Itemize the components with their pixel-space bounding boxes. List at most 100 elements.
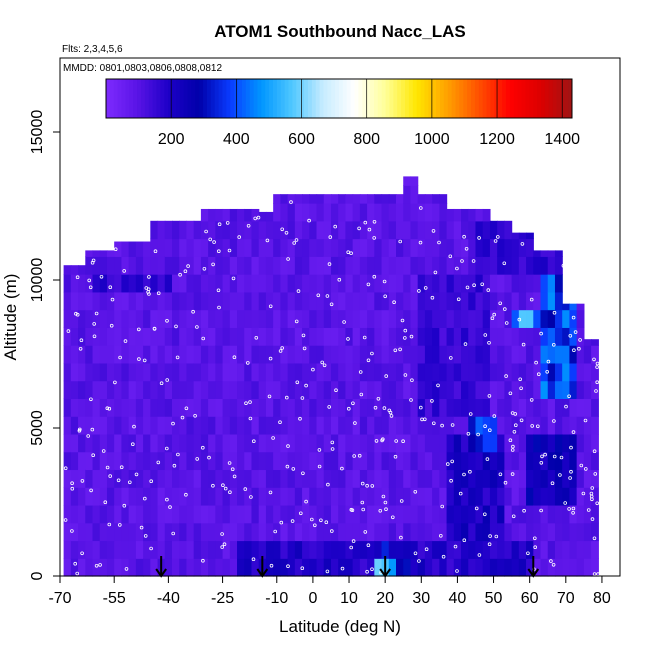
heatmap-cell (135, 291, 144, 311)
heatmap-cell (92, 469, 101, 488)
track-point (543, 452, 547, 457)
track-point (586, 508, 591, 512)
colorbar-swatch (261, 79, 266, 118)
heatmap-cell (121, 540, 130, 559)
heatmap-cell (193, 309, 202, 328)
heatmap-cell (244, 416, 253, 435)
heatmap-cell (186, 416, 195, 435)
heatmap-cell (359, 504, 368, 524)
track-point (186, 264, 190, 268)
heatmap-cell (251, 309, 260, 328)
heatmap-cell (374, 362, 383, 382)
heatmap-cell (323, 203, 332, 222)
track-point (409, 334, 414, 339)
heatmap-cell (439, 256, 448, 275)
heatmap-cell (330, 433, 339, 453)
heatmap-cell (518, 232, 527, 240)
heatmap-cell (526, 504, 534, 524)
track-point (113, 380, 117, 385)
heatmap-cell (591, 433, 599, 453)
track-point (519, 386, 523, 391)
heatmap-cell (576, 362, 585, 382)
x-tick-label: 30 (412, 590, 430, 607)
heatmap-cell (121, 345, 130, 364)
colorbar-swatch (269, 79, 274, 118)
heatmap-cell (179, 487, 188, 506)
heatmap-cell (432, 274, 440, 293)
heatmap-cell (208, 540, 216, 559)
heatmap-cell (135, 327, 144, 346)
track-point (363, 530, 368, 534)
heatmap-cell (200, 362, 209, 382)
heatmap-cell (121, 274, 130, 293)
heatmap-cell (461, 380, 469, 399)
heatmap-cell (497, 433, 505, 453)
track-point (370, 351, 374, 356)
heatmap-cell (367, 362, 375, 382)
heatmap-cell (403, 380, 412, 399)
heatmap-cell (475, 433, 484, 453)
heatmap-cell (287, 345, 296, 364)
track-point (490, 316, 495, 321)
heatmap-cell (186, 362, 195, 382)
track-point (381, 494, 386, 499)
heatmap-cell (504, 362, 513, 382)
heatmap-cell (128, 256, 137, 275)
heatmap-cell (157, 398, 166, 417)
heatmap-cell (208, 487, 216, 506)
colorbar-swatch (172, 79, 177, 118)
heatmap-cell (511, 291, 520, 311)
heatmap-cell (114, 504, 123, 524)
heatmap-cell (359, 451, 368, 471)
heatmap-cell (403, 274, 412, 293)
heatmap-cell (410, 540, 419, 559)
colorbar-swatch (397, 79, 402, 118)
heatmap-cell (591, 487, 599, 506)
heatmap-cell (417, 309, 426, 328)
heatmap-cell (461, 540, 469, 559)
heatmap-cell (316, 309, 325, 328)
heatmap-cell (562, 522, 571, 542)
heatmap-cell (128, 416, 137, 435)
track-point (105, 406, 110, 411)
track-point (165, 318, 169, 323)
track-point (353, 421, 357, 425)
heatmap-cell (453, 451, 462, 471)
heatmap-cell (547, 469, 556, 488)
heatmap-cell (489, 540, 498, 559)
heatmap-cell (280, 451, 289, 471)
heatmap-cell (309, 522, 318, 542)
heatmap-cell (562, 451, 571, 471)
heatmap-cell (302, 256, 310, 275)
track-point (175, 355, 180, 360)
heatmap-cell (244, 291, 253, 311)
track-point (119, 465, 124, 470)
heatmap-cell (215, 238, 224, 257)
heatmap-cell (63, 274, 72, 293)
heatmap-cell (374, 398, 383, 417)
heatmap-cell (164, 220, 173, 240)
heatmap-cell (330, 362, 339, 382)
heatmap-cell (453, 256, 462, 275)
track-point (471, 259, 476, 263)
heatmap-cell (143, 327, 151, 346)
heatmap-cell (497, 220, 505, 240)
heatmap-cell (193, 487, 202, 506)
track-point (228, 490, 232, 495)
colorbar-swatch (230, 79, 235, 118)
heatmap-cell (432, 380, 440, 399)
track-point (352, 454, 357, 458)
colorbar-swatch (467, 79, 472, 118)
track-point (487, 428, 492, 433)
heatmap-cell (208, 416, 216, 435)
heatmap-cell (569, 416, 578, 435)
track-point (70, 481, 74, 486)
heatmap-cell (518, 558, 527, 577)
heatmap-cell (359, 558, 368, 577)
heatmap-cell (576, 416, 585, 435)
heatmap-cell (533, 451, 542, 471)
heatmap-cell (367, 327, 375, 346)
heatmap-cell (157, 309, 166, 328)
heatmap-cell (265, 274, 274, 293)
colorbar-tick-label: 1400 (544, 131, 580, 148)
